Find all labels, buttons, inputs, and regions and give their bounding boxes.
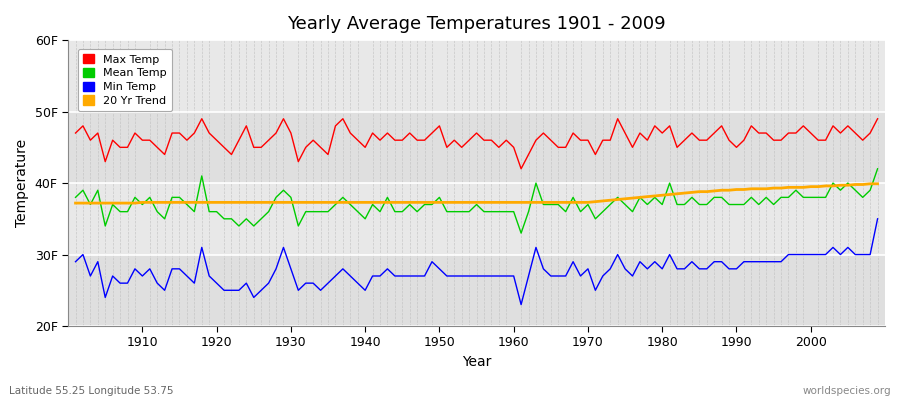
Text: Latitude 55.25 Longitude 53.75: Latitude 55.25 Longitude 53.75 (9, 386, 174, 396)
Legend: Max Temp, Mean Temp, Min Temp, 20 Yr Trend: Max Temp, Mean Temp, Min Temp, 20 Yr Tre… (77, 48, 173, 112)
Bar (68, 112, 885, 183)
Y-axis label: Temperature: Temperature (15, 139, 29, 227)
Bar (68, 40, 885, 112)
Bar (68, 254, 885, 326)
Text: worldspecies.org: worldspecies.org (803, 386, 891, 396)
Bar (68, 183, 885, 254)
X-axis label: Year: Year (462, 355, 491, 369)
Title: Yearly Average Temperatures 1901 - 2009: Yearly Average Temperatures 1901 - 2009 (287, 15, 666, 33)
